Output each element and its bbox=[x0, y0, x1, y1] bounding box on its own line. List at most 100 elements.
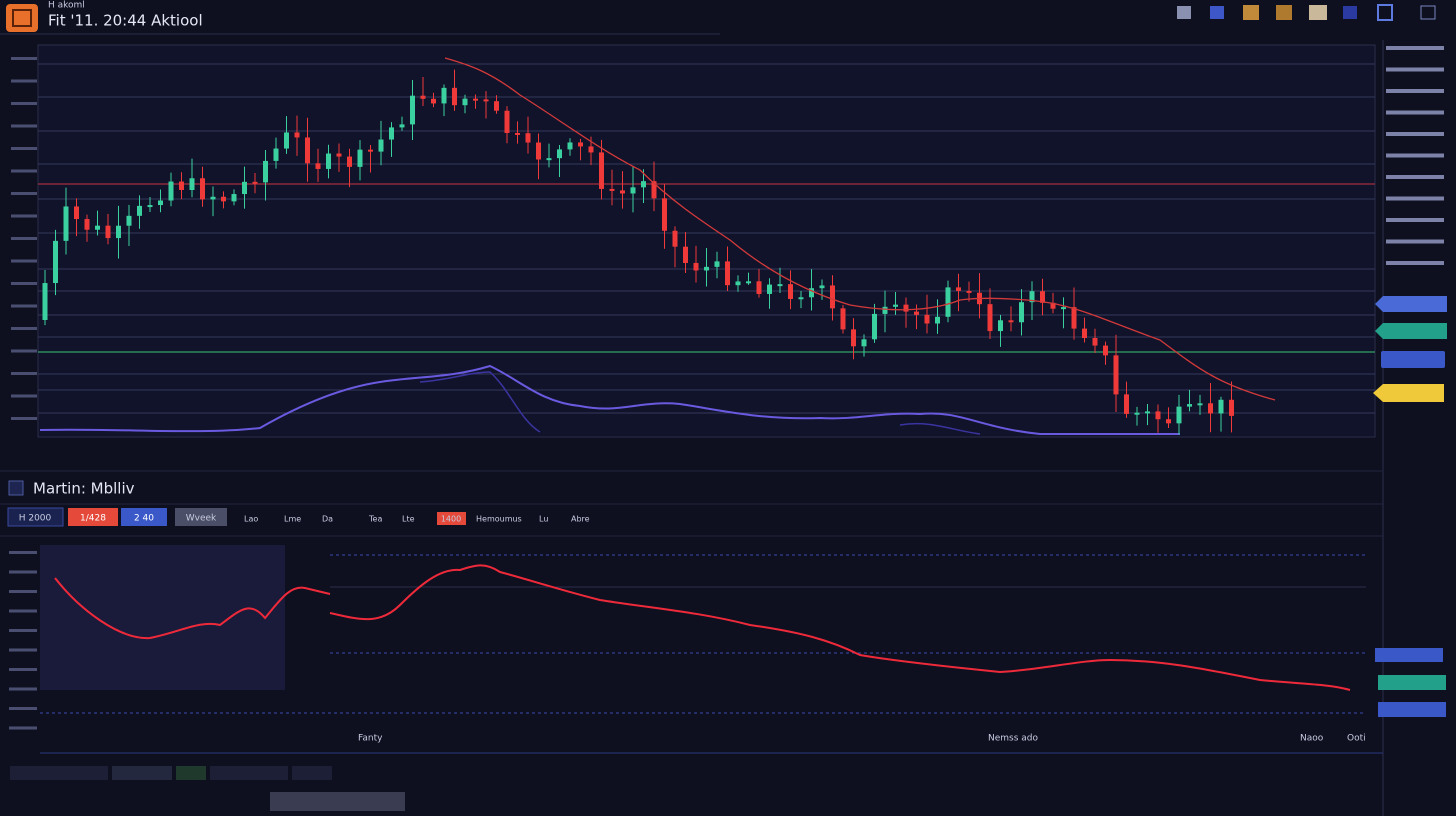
candle-body bbox=[578, 142, 583, 147]
candle-body bbox=[305, 137, 310, 164]
candle-body bbox=[515, 132, 520, 135]
candle-body bbox=[693, 263, 699, 271]
candle-body bbox=[242, 181, 247, 195]
price-tag bbox=[1378, 702, 1446, 717]
price-line bbox=[54, 564, 1351, 691]
button[interactable] bbox=[7, 507, 64, 527]
candle-body bbox=[956, 287, 961, 291]
candle-body bbox=[116, 225, 121, 239]
footer-button[interactable] bbox=[292, 766, 332, 780]
candle-body bbox=[1040, 291, 1045, 303]
axis-placeholder bbox=[11, 327, 37, 330]
candle-body bbox=[630, 187, 636, 194]
list-placeholder bbox=[1386, 46, 1444, 50]
tab[interactable]: Lme bbox=[284, 515, 301, 524]
footer-button[interactable] bbox=[176, 766, 206, 780]
price-tag bbox=[1375, 296, 1447, 312]
list-placeholder bbox=[1386, 67, 1444, 72]
price-tag bbox=[1378, 675, 1446, 690]
tab[interactable]: Da bbox=[322, 515, 333, 524]
tabs: Lao Lme Da Tea Lte 1400 Hemoumus Lu Abre bbox=[244, 512, 590, 525]
icon[interactable] bbox=[1343, 6, 1357, 19]
candle-body bbox=[788, 284, 793, 299]
candle-body bbox=[882, 306, 888, 314]
icon[interactable] bbox=[1309, 5, 1327, 20]
candle-body bbox=[935, 316, 940, 324]
footer-buttons bbox=[10, 766, 405, 811]
button[interactable] bbox=[121, 508, 167, 526]
grid bbox=[38, 63, 1375, 414]
candle-body bbox=[336, 153, 342, 157]
candle-body bbox=[872, 313, 877, 340]
footer-button[interactable] bbox=[112, 766, 172, 780]
candle-body bbox=[924, 314, 930, 324]
candle-body bbox=[1145, 411, 1150, 414]
candle-body bbox=[819, 285, 825, 289]
candle-body bbox=[609, 188, 615, 191]
axis-placeholder bbox=[11, 169, 37, 173]
axis-placeholder bbox=[11, 304, 37, 308]
price-tag bbox=[1375, 648, 1443, 662]
candle-body bbox=[914, 311, 919, 315]
candle-body bbox=[735, 281, 741, 286]
footer-button[interactable] bbox=[10, 766, 108, 780]
axis-placeholder bbox=[11, 102, 37, 105]
panel-icon[interactable] bbox=[8, 480, 24, 496]
icon[interactable] bbox=[1210, 6, 1224, 19]
main-chart-frame bbox=[37, 44, 1376, 438]
candle-body bbox=[725, 261, 730, 286]
button-label: H 2000 bbox=[19, 514, 52, 524]
candle-body bbox=[420, 95, 426, 99]
icon[interactable] bbox=[1276, 5, 1292, 20]
tab[interactable]: 1400 bbox=[441, 515, 461, 524]
list-placeholder bbox=[1386, 110, 1444, 115]
axis-placeholder bbox=[9, 707, 37, 710]
axis-placeholder bbox=[9, 648, 37, 652]
tab[interactable]: Tea bbox=[368, 515, 382, 524]
candle-body bbox=[189, 178, 195, 191]
candle-body bbox=[536, 142, 541, 160]
axis-placeholder bbox=[9, 609, 37, 613]
candle-body bbox=[840, 308, 846, 330]
x-label: Fanty bbox=[358, 734, 383, 744]
tab[interactable]: Hemoumus bbox=[476, 515, 522, 524]
tab[interactable]: Lte bbox=[402, 515, 415, 524]
button-label: Wveek bbox=[186, 514, 217, 524]
candle-body bbox=[399, 124, 405, 128]
candle-body bbox=[704, 266, 709, 271]
candle-body bbox=[284, 132, 289, 149]
axis-placeholder bbox=[11, 79, 37, 83]
icon[interactable] bbox=[1420, 5, 1436, 20]
tab[interactable]: Abre bbox=[571, 515, 590, 524]
candle-body bbox=[588, 146, 594, 153]
candle-body bbox=[221, 196, 226, 202]
candle-body bbox=[147, 205, 153, 208]
list-placeholder bbox=[1386, 153, 1444, 158]
price-tag bbox=[1375, 323, 1447, 339]
candle-body bbox=[137, 205, 142, 216]
candle-body bbox=[1019, 302, 1024, 323]
axis-placeholder bbox=[11, 394, 37, 398]
candle-body bbox=[567, 142, 573, 150]
axis-placeholder bbox=[11, 282, 37, 285]
tab[interactable]: Lao bbox=[244, 515, 258, 524]
candle-body bbox=[452, 87, 457, 106]
candle-body bbox=[368, 149, 373, 152]
candle-body bbox=[662, 198, 667, 231]
candle-body bbox=[200, 178, 205, 200]
axis-placeholder bbox=[9, 590, 37, 593]
tab-active[interactable] bbox=[437, 512, 466, 525]
icon[interactable] bbox=[1377, 4, 1393, 21]
icon[interactable] bbox=[1177, 6, 1191, 19]
button[interactable] bbox=[175, 508, 227, 526]
candles bbox=[42, 69, 1234, 435]
footer-button[interactable] bbox=[210, 766, 288, 780]
logo[interactable] bbox=[6, 4, 38, 32]
candle-body bbox=[1029, 291, 1035, 303]
tab[interactable]: Lu bbox=[539, 515, 548, 524]
candle-body bbox=[483, 99, 489, 102]
candle-body bbox=[294, 132, 300, 138]
footer-input[interactable] bbox=[270, 792, 405, 811]
button[interactable] bbox=[68, 508, 118, 526]
icon[interactable] bbox=[1243, 5, 1259, 20]
